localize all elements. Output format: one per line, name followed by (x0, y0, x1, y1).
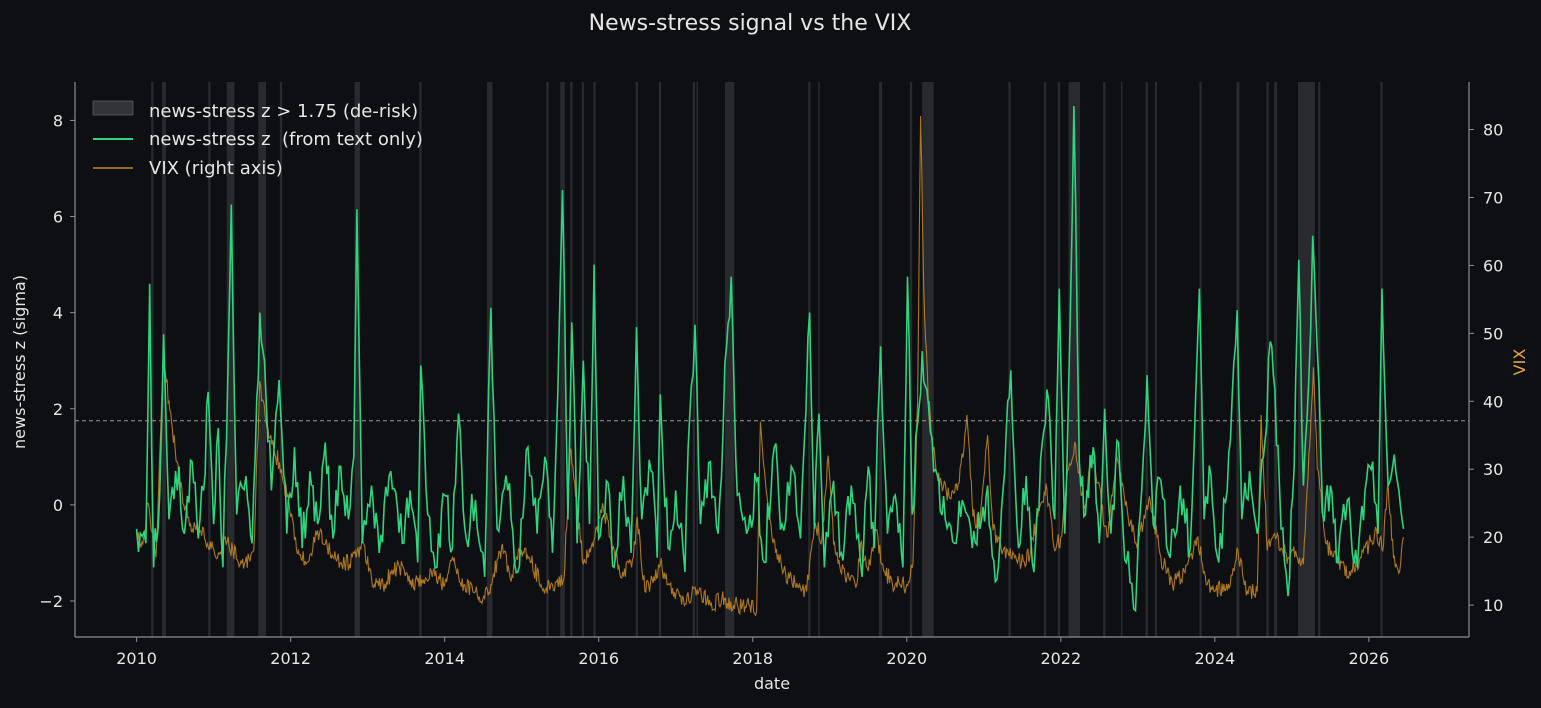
y2-axis-label: VIX (1510, 349, 1529, 376)
derisk-band (922, 82, 934, 637)
y-tick-label: −2 (39, 592, 63, 611)
x-tick-label: 2014 (424, 649, 465, 668)
derisk-band (560, 82, 565, 637)
derisk-band (1057, 82, 1061, 637)
derisk-band (593, 82, 596, 637)
legend-label-derisk: news-stress z > 1.75 (de-risk) (149, 101, 418, 122)
y2-tick-label: 30 (1483, 460, 1503, 479)
x-tick-label: 2018 (732, 649, 773, 668)
derisk-band (658, 82, 662, 637)
legend-label-vix: VIX (right axis) (149, 158, 283, 179)
derisk-band (279, 82, 283, 637)
derisk-band (226, 82, 235, 637)
y2-tick-label: 50 (1483, 324, 1503, 343)
x-tick-label: 2024 (1194, 649, 1235, 668)
legend-swatch-derisk (92, 100, 134, 116)
derisk-band (419, 82, 422, 637)
derisk-band (354, 82, 360, 637)
x-tick-label: 2026 (1349, 649, 1390, 668)
derisk-band (1043, 82, 1047, 637)
derisk-band (208, 82, 211, 637)
y2-tick-label: 20 (1483, 528, 1503, 547)
y2-tick-label: 40 (1483, 392, 1503, 411)
derisk-band (1120, 82, 1123, 637)
legend-label-news-stress: news-stress z (from text only) (149, 129, 423, 150)
y2-tick-label: 70 (1483, 188, 1503, 207)
axes (74, 82, 1470, 638)
derisk-band (818, 82, 820, 637)
derisk-band (1145, 82, 1148, 637)
derisk-band (808, 82, 811, 637)
derisk-band (581, 82, 585, 637)
derisk-band (1068, 82, 1081, 637)
x-tick-label: 2012 (270, 649, 311, 668)
derisk-band (725, 82, 735, 637)
derisk-band (1266, 82, 1269, 637)
x-tick-label: 2016 (578, 649, 619, 668)
y-tick-label: 4 (53, 304, 63, 323)
vix-line (136, 115, 1405, 617)
x-tick-label: 2020 (886, 649, 927, 668)
legend: news-stress z > 1.75 (de-risk) news-stre… (92, 100, 423, 179)
chart-title: News-stress signal vs the VIX (589, 11, 912, 36)
x-axis-label: date (754, 674, 790, 693)
derisk-band (546, 82, 549, 637)
y-tick-label: 2 (53, 400, 63, 419)
y2-tick-label: 80 (1483, 121, 1503, 140)
derisk-band (1103, 82, 1106, 637)
x-tick-label: 2010 (116, 649, 157, 668)
derisk-band (1298, 82, 1315, 637)
derisk-band (1318, 82, 1321, 637)
derisk-band (1008, 82, 1011, 637)
derisk-band (258, 82, 267, 637)
derisk-band (909, 82, 913, 637)
y2-tick-label: 10 (1483, 596, 1503, 615)
derisk-band (151, 82, 154, 637)
news-stress-layer (135, 105, 1405, 613)
news-stress-line (135, 105, 1405, 613)
derisk-band (696, 82, 699, 637)
y-axis-label: news-stress z (sigma) (10, 275, 29, 449)
y-tick-label: 8 (53, 111, 63, 130)
x-tick-label: 2022 (1040, 649, 1081, 668)
vix-layer (136, 115, 1405, 617)
ticks: 2010 2012 2014 2016 2018 2020 2022 2024 2026−202… (39, 111, 1503, 668)
derisk-band (1274, 82, 1278, 637)
y-tick-label: 0 (53, 496, 63, 515)
y2-tick-label: 60 (1483, 256, 1503, 275)
derisk-band (1154, 82, 1158, 637)
y-tick-label: 6 (53, 208, 63, 227)
